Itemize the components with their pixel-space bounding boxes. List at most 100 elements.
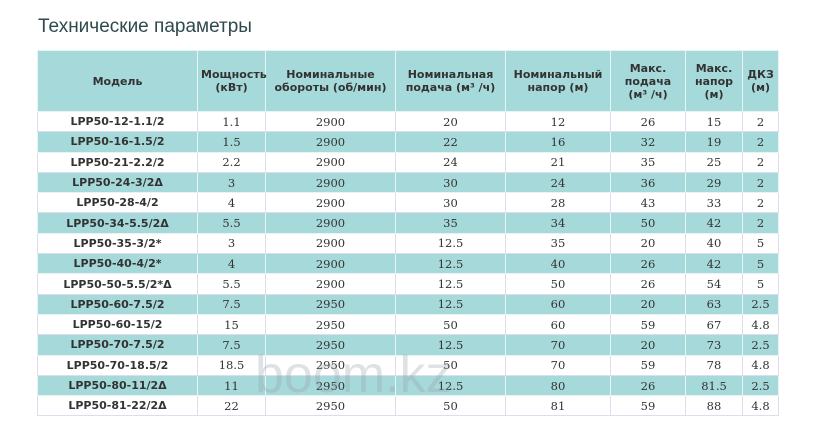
value-cell: 50 (610, 212, 686, 234)
model-cell: LPP50-24-3/2Δ (37, 171, 198, 194)
value-cell: 12.5 (395, 273, 506, 295)
model-cell: LPP50-70-18.5/2 (37, 354, 198, 376)
value-cell: 2 (742, 212, 779, 234)
value-cell: 2950 (265, 395, 396, 417)
table-body: LPP50-12-1.1/2 1.1 2900 20 12 26 15 2 LPP50-16-1… (37, 110, 779, 417)
value-cell: 59 (610, 313, 686, 336)
table-row: LPP50-50-5.5/2*Δ 5.5 2900 12.5 50 26 54 5 (37, 273, 779, 295)
table-row: LPP50-60-7.5/2 7.5 2950 12.5 60 20 63 2.5 (37, 293, 779, 315)
value-cell: 20 (395, 110, 506, 133)
value-cell: 59 (610, 395, 686, 417)
params-table: Модель Мощность (кВт) Номинальные обороты … (37, 50, 779, 417)
value-cell: 28 (505, 192, 611, 214)
table-row: LPP50-16-1.5/2 1.5 2900 22 16 32 19 2 (37, 131, 779, 153)
value-cell: 16 (505, 131, 611, 153)
model-cell: LPP50-34-5.5/2Δ (37, 212, 198, 234)
value-cell: 20 (610, 334, 686, 356)
value-cell: 54 (685, 273, 743, 295)
value-cell: 3 (197, 232, 266, 255)
column-header: Модель (37, 50, 198, 112)
value-cell: 20 (610, 293, 686, 315)
value-cell: 32 (610, 131, 686, 153)
value-cell: 80 (505, 374, 611, 397)
model-cell: LPP50-28-4/2 (37, 192, 198, 214)
value-cell: 36 (610, 171, 686, 194)
value-cell: 30 (395, 192, 506, 214)
value-cell: 2900 (265, 151, 396, 173)
value-cell: 2950 (265, 354, 396, 376)
value-cell: 2900 (265, 212, 396, 234)
value-cell: 81 (505, 395, 611, 417)
value-cell: 29 (685, 171, 743, 194)
value-cell: 81.5 (685, 374, 743, 397)
column-header: Номинальные обороты (об/мин) (265, 50, 396, 112)
value-cell: 2900 (265, 192, 396, 214)
value-cell: 50 (505, 273, 611, 295)
value-cell: 42 (685, 212, 743, 234)
value-cell: 2950 (265, 334, 396, 356)
value-cell: 12.5 (395, 253, 506, 275)
model-cell: LPP50-21-2.2/2 (37, 151, 198, 173)
table-row: LPP50-21-2.2/2 2.2 2900 24 21 35 25 2 (37, 151, 779, 173)
model-cell: LPP50-16-1.5/2 (37, 131, 198, 153)
value-cell: 26 (610, 110, 686, 133)
value-cell: 12.5 (395, 293, 506, 315)
value-cell: 5 (742, 273, 779, 295)
value-cell: 2900 (265, 273, 396, 295)
value-cell: 67 (685, 313, 743, 336)
value-cell: 60 (505, 313, 611, 336)
column-header: Номинальная подача (м³ /ч) (395, 50, 506, 112)
model-cell: LPP50-81-22/2Δ (37, 395, 198, 417)
column-header: Номинальный напор (м) (505, 50, 611, 112)
value-cell: 5.5 (197, 273, 266, 295)
value-cell: 33 (685, 192, 743, 214)
value-cell: 50 (395, 313, 506, 336)
value-cell: 2.5 (742, 334, 779, 356)
value-cell: 26 (610, 253, 686, 275)
model-cell: LPP50-35-3/2* (37, 232, 198, 255)
value-cell: 15 (197, 313, 266, 336)
value-cell: 60 (505, 293, 611, 315)
value-cell: 34 (505, 212, 611, 234)
value-cell: 4.8 (742, 354, 779, 376)
value-cell: 4.8 (742, 313, 779, 336)
header-row: Модель Мощность (кВт) Номинальные обороты … (37, 50, 779, 112)
value-cell: 35 (395, 212, 506, 234)
value-cell: 2 (742, 192, 779, 214)
value-cell: 35 (505, 232, 611, 255)
table-row: LPP50-60-15/2 15 2950 50 60 59 67 4.8 (37, 313, 779, 336)
column-header: Макс. напор (м) (685, 50, 743, 112)
value-cell: 5 (742, 253, 779, 275)
value-cell: 2950 (265, 293, 396, 315)
value-cell: 50 (395, 395, 506, 417)
value-cell: 2900 (265, 110, 396, 133)
value-cell: 25 (685, 151, 743, 173)
value-cell: 73 (685, 334, 743, 356)
value-cell: 50 (395, 354, 506, 376)
value-cell: 2 (742, 110, 779, 133)
table-row: LPP50-81-22/2Δ 22 2950 50 81 59 88 4.8 (37, 395, 779, 417)
value-cell: 12.5 (395, 374, 506, 397)
value-cell: 22 (395, 131, 506, 153)
value-cell: 2900 (265, 171, 396, 194)
model-cell: LPP50-70-7.5/2 (37, 334, 198, 356)
value-cell: 2 (742, 171, 779, 194)
value-cell: 4 (197, 192, 266, 214)
value-cell: 26 (610, 273, 686, 295)
value-cell: 70 (505, 334, 611, 356)
table-row: LPP50-34-5.5/2Δ 5.5 2900 35 34 50 42 2 (37, 212, 779, 234)
model-cell: LPP50-80-11/2Δ (37, 374, 198, 397)
value-cell: 4.8 (742, 395, 779, 417)
value-cell: 7.5 (197, 293, 266, 315)
model-cell: LPP50-40-4/2* (37, 253, 198, 275)
value-cell: 63 (685, 293, 743, 315)
value-cell: 18.5 (197, 354, 266, 376)
value-cell: 40 (505, 253, 611, 275)
value-cell: 2.5 (742, 293, 779, 315)
value-cell: 20 (610, 232, 686, 255)
value-cell: 12.5 (395, 232, 506, 255)
value-cell: 24 (395, 151, 506, 173)
value-cell: 7.5 (197, 334, 266, 356)
table-row: LPP50-40-4/2* 4 2900 12.5 40 26 42 5 (37, 253, 779, 275)
